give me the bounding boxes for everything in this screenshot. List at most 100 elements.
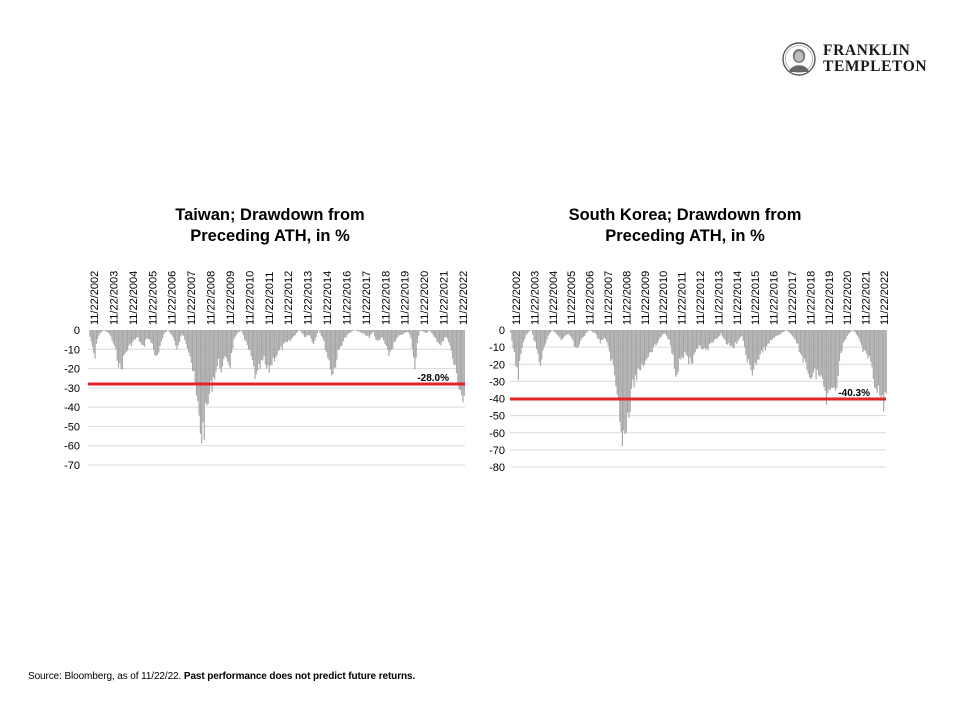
drawdown-bar <box>411 330 413 350</box>
x-tick-label: 11/22/2014 <box>732 271 744 325</box>
drawdown-bar <box>610 330 612 361</box>
drawdown-bar <box>272 330 274 358</box>
drawdown-bar <box>692 330 694 364</box>
drawdown-bar <box>238 330 240 332</box>
drawdown-bar <box>547 330 549 336</box>
drawdown-bar <box>829 330 831 391</box>
drawdown-bar <box>348 330 350 334</box>
x-tick-label: 11/22/2016 <box>769 271 781 325</box>
drawdown-bar <box>781 330 783 333</box>
drawdown-bar <box>340 330 342 347</box>
drawdown-bar <box>319 330 321 333</box>
drawdown-bar <box>738 330 740 339</box>
drawdown-bar <box>108 330 110 335</box>
drawdown-bar <box>556 330 558 335</box>
drawdown-bar <box>597 330 599 339</box>
drawdown-bar <box>89 330 91 337</box>
drawdown-bar <box>768 330 770 344</box>
y-tick-label: -10 <box>64 344 80 356</box>
drawdown-bar <box>433 330 435 337</box>
drawdown-bar <box>440 330 442 346</box>
drawdown-bar <box>519 330 521 361</box>
drawdown-bar <box>684 330 686 352</box>
drawdown-bar <box>311 330 313 343</box>
drawdown-bar <box>228 330 230 366</box>
drawdown-bar <box>694 330 696 353</box>
drawdown-bar <box>312 330 315 344</box>
drawdown-bar <box>134 330 136 340</box>
drawdown-bar <box>197 330 199 402</box>
drawdown-bar <box>400 330 402 335</box>
drawdown-bar <box>731 330 733 346</box>
drawdown-bar <box>701 330 703 350</box>
drawdown-bar <box>344 330 346 338</box>
drawdown-bar <box>349 330 351 333</box>
drawdown-bar <box>336 330 338 360</box>
y-tick-label: -30 <box>64 383 80 395</box>
drawdown-bar <box>705 330 707 351</box>
drawdown-bar <box>697 330 699 349</box>
drawdown-bar <box>93 330 95 354</box>
drawdown-bar <box>305 330 307 338</box>
y-tick-label: -60 <box>489 428 505 440</box>
drawdown-bar <box>455 330 458 374</box>
drawdown-bar <box>606 330 608 342</box>
x-tick-label: 11/22/2011 <box>677 272 689 325</box>
drawdown-bar <box>760 330 763 351</box>
drawdown-bar <box>416 330 419 343</box>
drawdown-bar <box>876 330 878 394</box>
drawdown-bar <box>151 330 153 344</box>
drawdown-bar <box>457 330 459 386</box>
drawdown-bar <box>361 330 363 333</box>
drawdown-bar <box>728 330 730 344</box>
drawdown-bar <box>809 330 811 378</box>
drawdown-bar <box>149 330 151 340</box>
x-tick-label: 11/22/2013 <box>303 271 315 325</box>
drawdown-bar <box>844 330 846 341</box>
drawdown-bar <box>632 330 634 380</box>
drawdown-bar <box>695 330 698 350</box>
drawdown-bar <box>426 330 428 333</box>
drawdown-bar <box>164 330 166 333</box>
drawdown-bar <box>293 330 295 337</box>
y-tick-label: -50 <box>64 421 80 433</box>
drawdown-bar <box>595 330 597 335</box>
drawdown-bar <box>130 330 133 347</box>
drawdown-bar <box>568 330 570 335</box>
drawdown-bar <box>712 330 714 343</box>
drawdown-bar <box>552 330 555 332</box>
drawdown-bar <box>212 330 214 378</box>
drawdown-bar <box>402 330 404 335</box>
drawdown-bar <box>216 330 218 367</box>
drawdown-bar <box>115 330 117 349</box>
drawdown-bar <box>290 330 292 340</box>
drawdown-bar <box>759 330 761 355</box>
drawdown-bar <box>461 330 463 396</box>
drawdown-bar <box>672 330 674 355</box>
drawdown-bar <box>832 330 834 389</box>
drawdown-bar <box>875 330 877 389</box>
drawdown-bar <box>689 330 691 358</box>
drawdown-bar <box>772 330 774 339</box>
drawdown-bar <box>323 330 325 341</box>
drawdown-bar <box>380 330 382 339</box>
drawdown-bar <box>784 330 786 332</box>
drawdown-bar <box>198 330 200 416</box>
drawdown-bar <box>578 330 581 345</box>
taiwan-title-line-2: Preceding ATH, in % <box>190 227 350 245</box>
drawdown-bar <box>611 330 613 360</box>
drawdown-bar <box>296 330 298 334</box>
drawdown-bar <box>607 330 609 346</box>
drawdown-bar <box>362 330 364 334</box>
drawdown-bar <box>163 330 165 334</box>
y-tick-label: 0 <box>499 325 505 337</box>
drawdown-bar <box>441 330 443 342</box>
drawdown-bar <box>366 330 368 336</box>
drawdown-bar <box>723 330 725 339</box>
drawdown-bar <box>270 330 272 366</box>
drawdown-bar <box>818 330 820 376</box>
drawdown-bar <box>663 330 665 334</box>
drawdown-bar <box>241 330 243 333</box>
franklin-templeton-logo: FRANKLIN TEMPLETON <box>782 42 932 78</box>
drawdown-bar <box>854 330 856 333</box>
